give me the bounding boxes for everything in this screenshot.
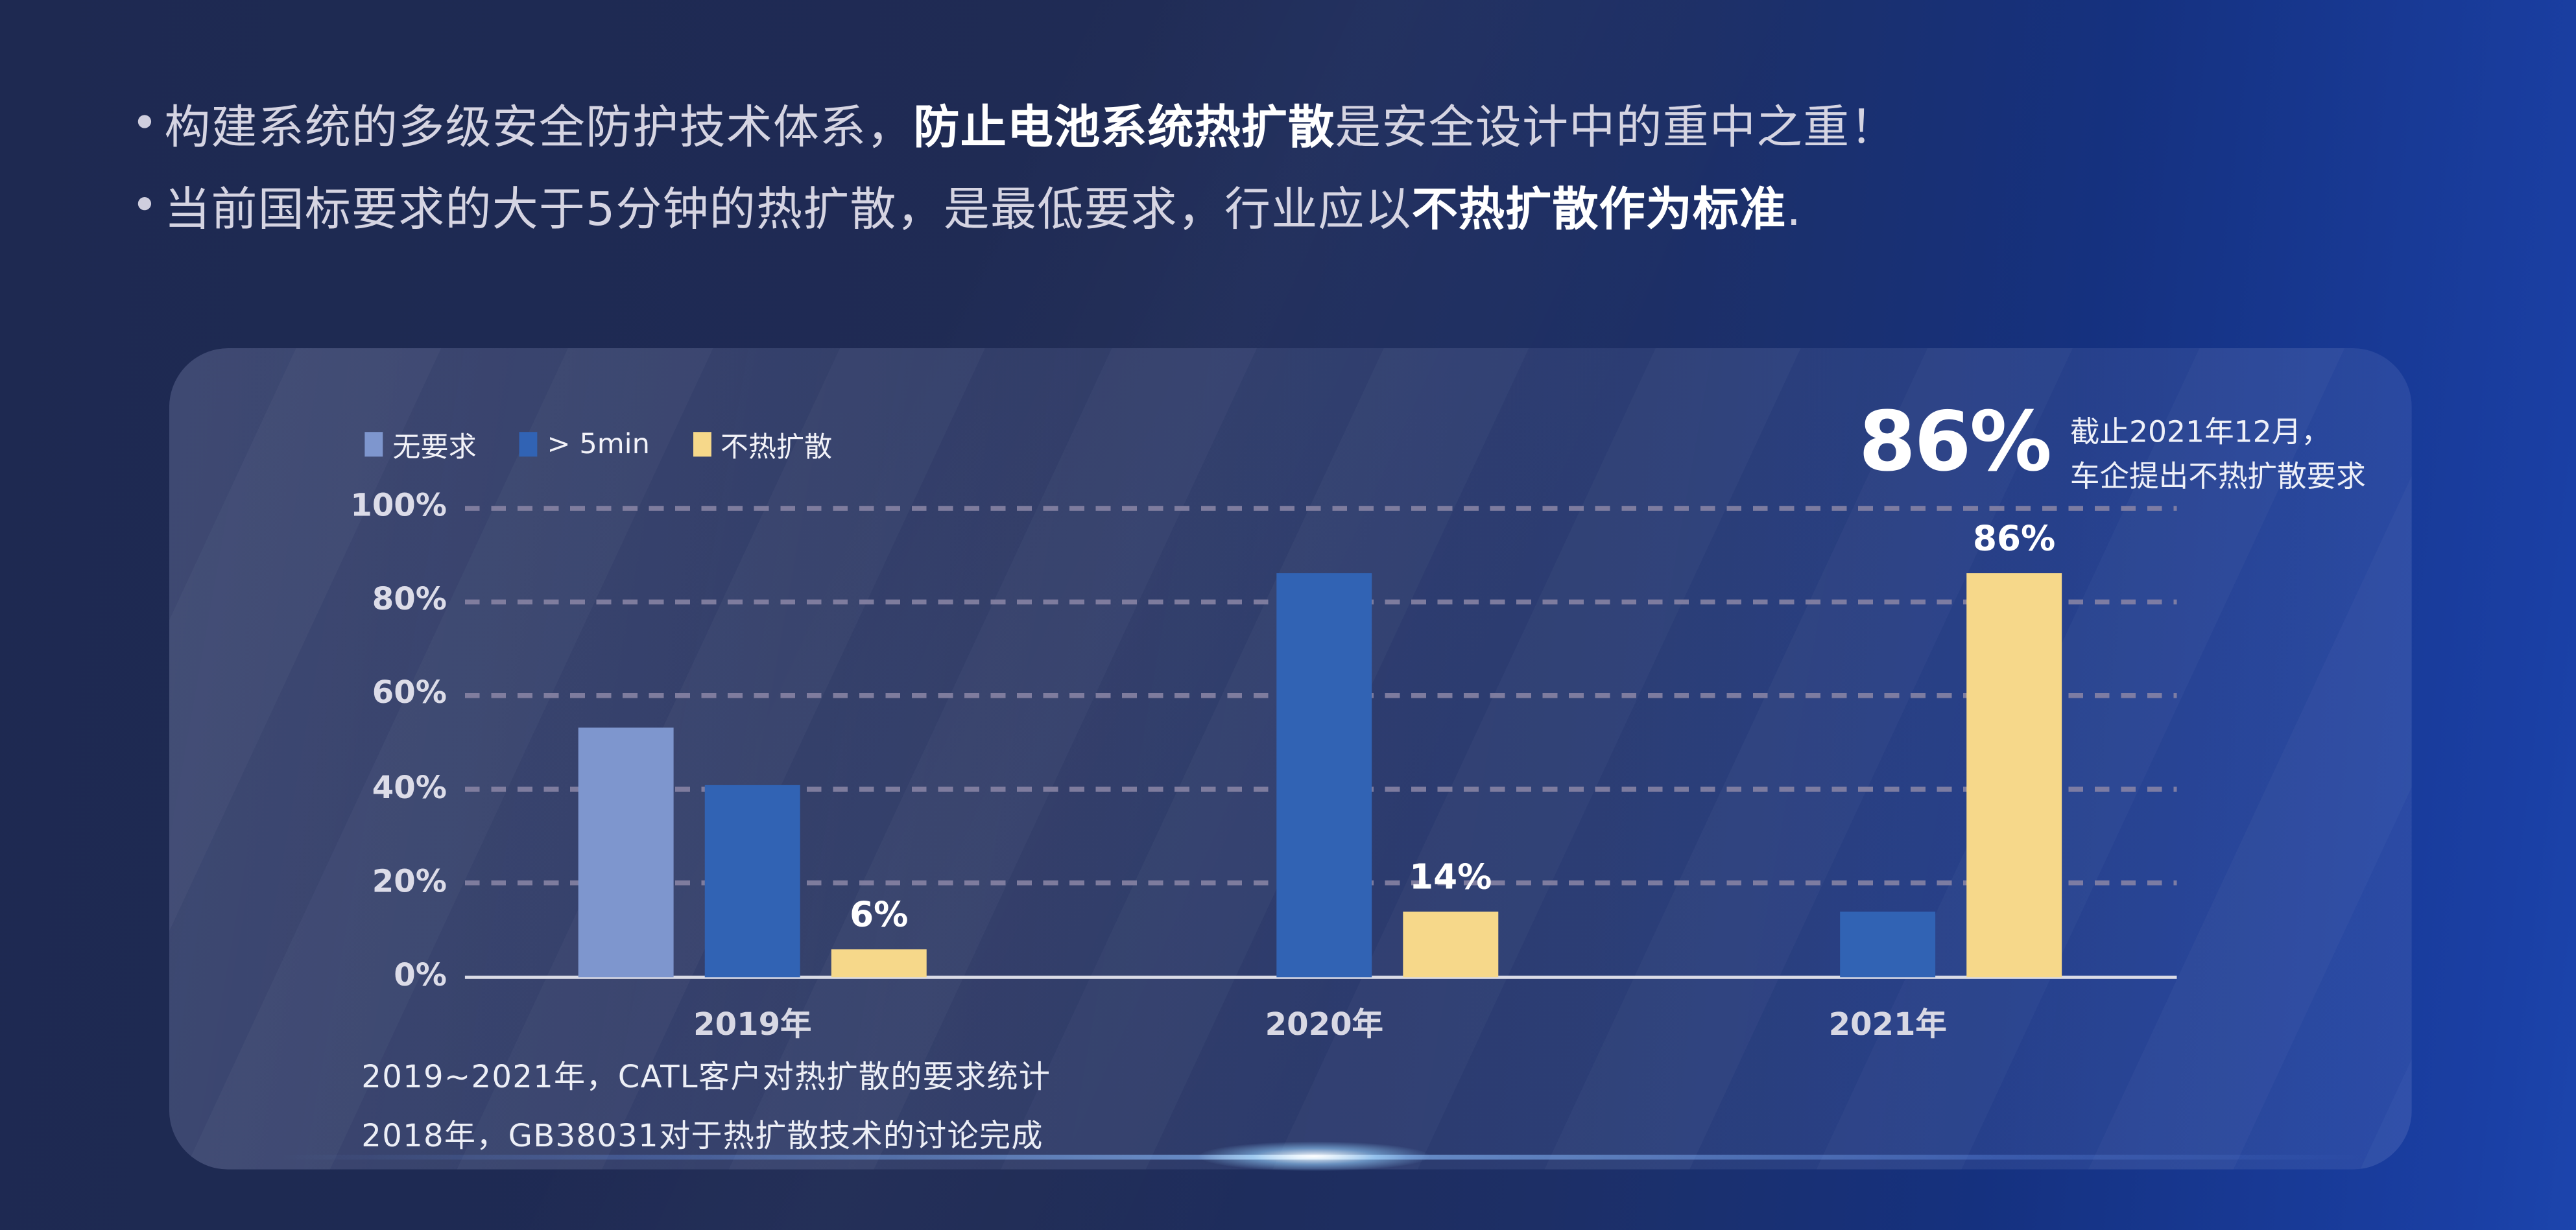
y-tick-label: 40%: [372, 770, 447, 806]
bullet-2-post: .: [1786, 182, 1802, 237]
x-tick-label: 2019年: [693, 1006, 812, 1043]
bullet-1-pre: 构建系统的多级安全防护技术体系，: [164, 100, 914, 155]
bullet-dot: [137, 196, 152, 211]
bullet-1-post: 是安全设计中的重中之重！: [1335, 100, 1897, 155]
bar-不热扩散-2019年: [831, 949, 927, 978]
callout-line-2: 车企提出不热扩散要求: [2069, 460, 2366, 495]
legend-item-无要求: 无要求: [364, 424, 477, 465]
x-tick-label: 2021年: [1828, 1006, 1947, 1043]
legend-label: > 5min: [547, 427, 650, 461]
bullet-item-2: 当前国标要求的大于5分钟的热扩散，是最低要求，行业应以不热扩散作为标准.: [137, 174, 1802, 240]
legend-item-不热扩散: 不热扩散: [692, 424, 833, 465]
bar-value-label: 86%: [1973, 519, 2056, 559]
legend-swatch: [519, 432, 538, 457]
x-axis-line: [464, 975, 2177, 979]
callout-line-1: 截止2021年12月，: [2069, 415, 2331, 451]
y-tick-label: 100%: [350, 488, 447, 525]
legend-item-> 5min: > 5min: [519, 427, 650, 461]
bullet-dot: [137, 115, 152, 128]
y-tick-label: 80%: [372, 582, 447, 618]
chart-caption-1: 2019~2021年，CATL客户对热扩散的要求统计: [361, 1059, 1051, 1096]
y-tick-label: 20%: [372, 863, 447, 900]
bar-> 5min-2021年: [1840, 911, 1936, 978]
bar-> 5min-2019年: [704, 785, 800, 978]
bar-不热扩散-2021年: [1966, 573, 2062, 978]
chart-panel: 无要求 > 5min 不热扩散 86% 截止2021年12月， 车企提出不热扩散要求…: [169, 348, 2412, 1170]
bar-chart: 100% 80% 60% 40% 20% 0% 6% 14% 86% 2019年 2020年 2021…: [169, 348, 2412, 1170]
y-tick-label: 0%: [394, 957, 447, 994]
chart-caption-2: 2018年，GB38031对于热扩散技术的讨论完成: [361, 1118, 1044, 1155]
bullet-2-bold: 不热扩散作为标准: [1411, 182, 1787, 237]
bar-value-label: 6%: [850, 895, 909, 934]
callout-value: 86%: [1858, 394, 2052, 490]
legend-swatch: [364, 432, 383, 457]
x-tick-label: 2020年: [1265, 1006, 1383, 1043]
callout: 86% 截止2021年12月， 车企提出不热扩散要求: [1859, 397, 2366, 499]
legend-label: 无要求: [392, 432, 477, 465]
light-streak-glow: [1199, 1141, 1429, 1172]
bar-不热扩散-2020年: [1403, 911, 1499, 978]
gridline: [464, 504, 2177, 510]
bar-> 5min-2020年: [1276, 573, 1372, 978]
legend-label: 不热扩散: [720, 432, 833, 465]
bullet-1-bold: 防止电池系统热扩散: [913, 100, 1335, 155]
legend-swatch: [692, 432, 711, 457]
bar-value-label: 14%: [1409, 857, 1492, 897]
chart-legend: 无要求 > 5min 不热扩散: [364, 424, 832, 465]
callout-text: 截止2021年12月， 车企提出不热扩散要求: [2070, 410, 2366, 499]
y-tick-label: 60%: [372, 676, 447, 712]
bullet-2-pre: 当前国标要求的大于5分钟的热扩散，是最低要求，行业应以: [164, 182, 1412, 237]
bar-无要求-2019年: [578, 728, 674, 978]
bullet-item-1: 构建系统的多级安全防护技术体系，防止电池系统热扩散是安全设计中的重中之重！: [137, 92, 1897, 158]
